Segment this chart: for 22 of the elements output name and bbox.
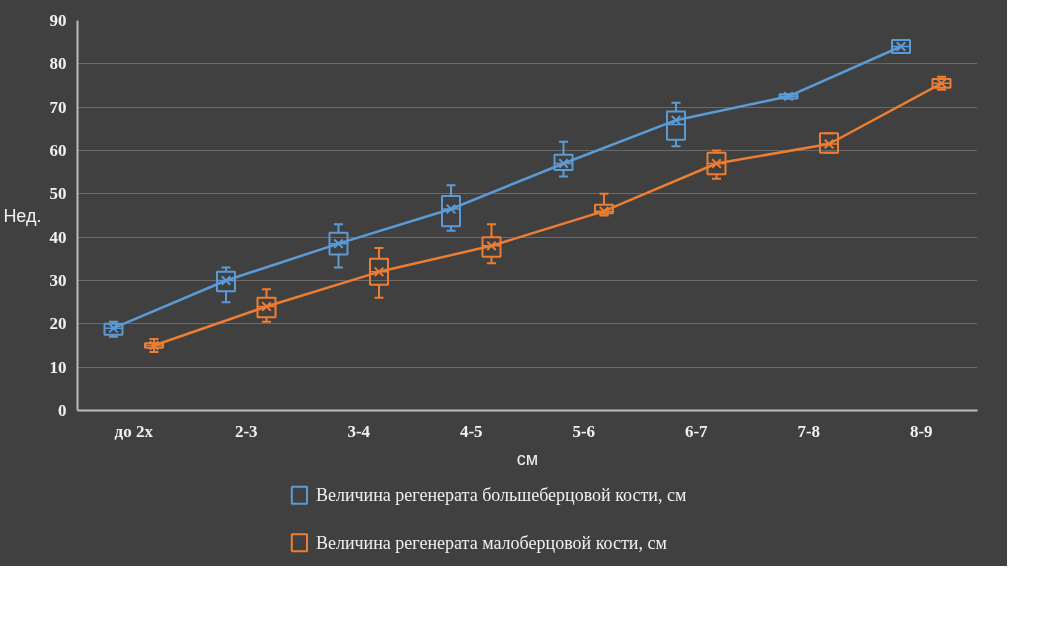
y-tick-label: 60 — [49, 141, 67, 160]
x-tick-label: 8-9 — [909, 421, 933, 441]
x-tick-label: до 2х — [114, 421, 154, 441]
x-tick-label: 6-7 — [684, 421, 709, 441]
x-tick-label: 7-8 — [797, 421, 821, 441]
y-tick-label: 50 — [49, 184, 67, 204]
x-tick-label: 3-4 — [347, 421, 371, 441]
y-tick-label: 80 — [49, 54, 67, 74]
legend-label: Величина регенерата малоберцовой кости, см — [315, 532, 667, 553]
legend-label: Величина регенерата большеберцовой кости, см — [315, 485, 687, 506]
x-tick-label: 2-3 — [234, 421, 258, 441]
y-tick-label: 30 — [49, 271, 67, 290]
y-tick-label: 70 — [49, 97, 67, 117]
y-tick-label: 90 — [49, 11, 67, 30]
x-tick-label: 4-5 — [459, 421, 483, 441]
y-tick-label: 20 — [49, 314, 67, 334]
y-tick-label: 10 — [49, 357, 67, 377]
y-tick-label: 40 — [49, 227, 67, 247]
y-tick-label: 0 — [58, 401, 67, 420]
y-axis-title: Нед. — [3, 205, 42, 226]
x-axis-title: см — [516, 448, 539, 469]
x-tick-label: 5-6 — [572, 421, 596, 441]
